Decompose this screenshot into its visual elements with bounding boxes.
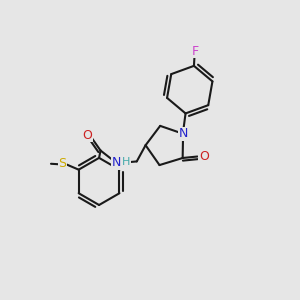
- Text: O: O: [82, 129, 92, 142]
- Text: H: H: [122, 157, 130, 167]
- Text: N: N: [178, 127, 188, 140]
- Text: F: F: [191, 45, 198, 58]
- Text: O: O: [199, 150, 209, 163]
- Text: S: S: [58, 157, 67, 170]
- Text: N: N: [112, 156, 122, 170]
